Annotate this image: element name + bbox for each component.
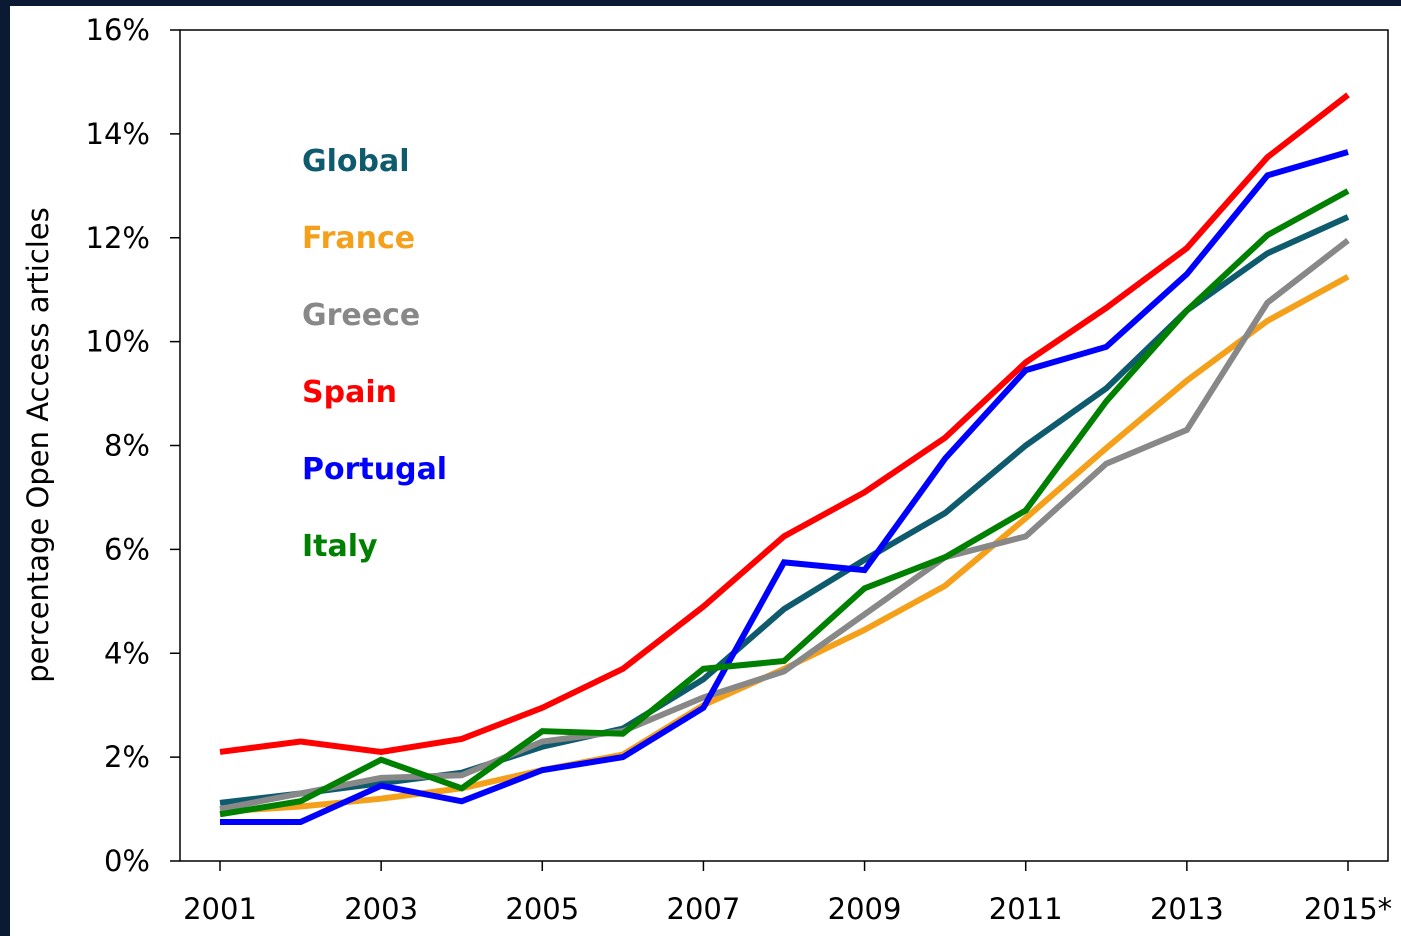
series-line [219, 188, 1350, 818]
y-tick-label: 4% [104, 636, 150, 670]
legend-entry: Italy [302, 529, 378, 564]
legend-entry: Portugal [302, 452, 447, 487]
y-tick-label: 12% [86, 221, 150, 255]
y-tick-label: 8% [104, 429, 150, 463]
y-tick-label: 16% [86, 13, 150, 47]
legend-entry: Global [302, 144, 410, 179]
x-tick-label: 2001 [183, 892, 257, 926]
y-tick-label: 0% [104, 844, 150, 878]
y-tick-label: 6% [104, 532, 150, 566]
legend-entry: Spain [302, 375, 397, 410]
y-tick-label: 2% [104, 740, 150, 774]
x-tick-label: 2013 [1150, 892, 1224, 926]
y-tick-label: 14% [86, 117, 150, 151]
x-tick-label: 2015* [1304, 892, 1392, 926]
x-tick-label: 2009 [828, 892, 902, 926]
x-tick-label: 2007 [667, 892, 741, 926]
legend-entry: Greece [302, 298, 420, 333]
series-line [219, 92, 1350, 755]
series-line [220, 149, 1349, 826]
x-tick-label: 2005 [505, 892, 579, 926]
chart-background [10, 6, 1401, 936]
series-line [219, 237, 1350, 813]
y-tick-label: 10% [86, 325, 150, 359]
x-tick-label: 2003 [344, 892, 418, 926]
x-tick-label: 2011 [989, 892, 1063, 926]
y-axis-label: percentage Open Access articles [21, 207, 55, 683]
legend-entry: France [302, 221, 415, 256]
